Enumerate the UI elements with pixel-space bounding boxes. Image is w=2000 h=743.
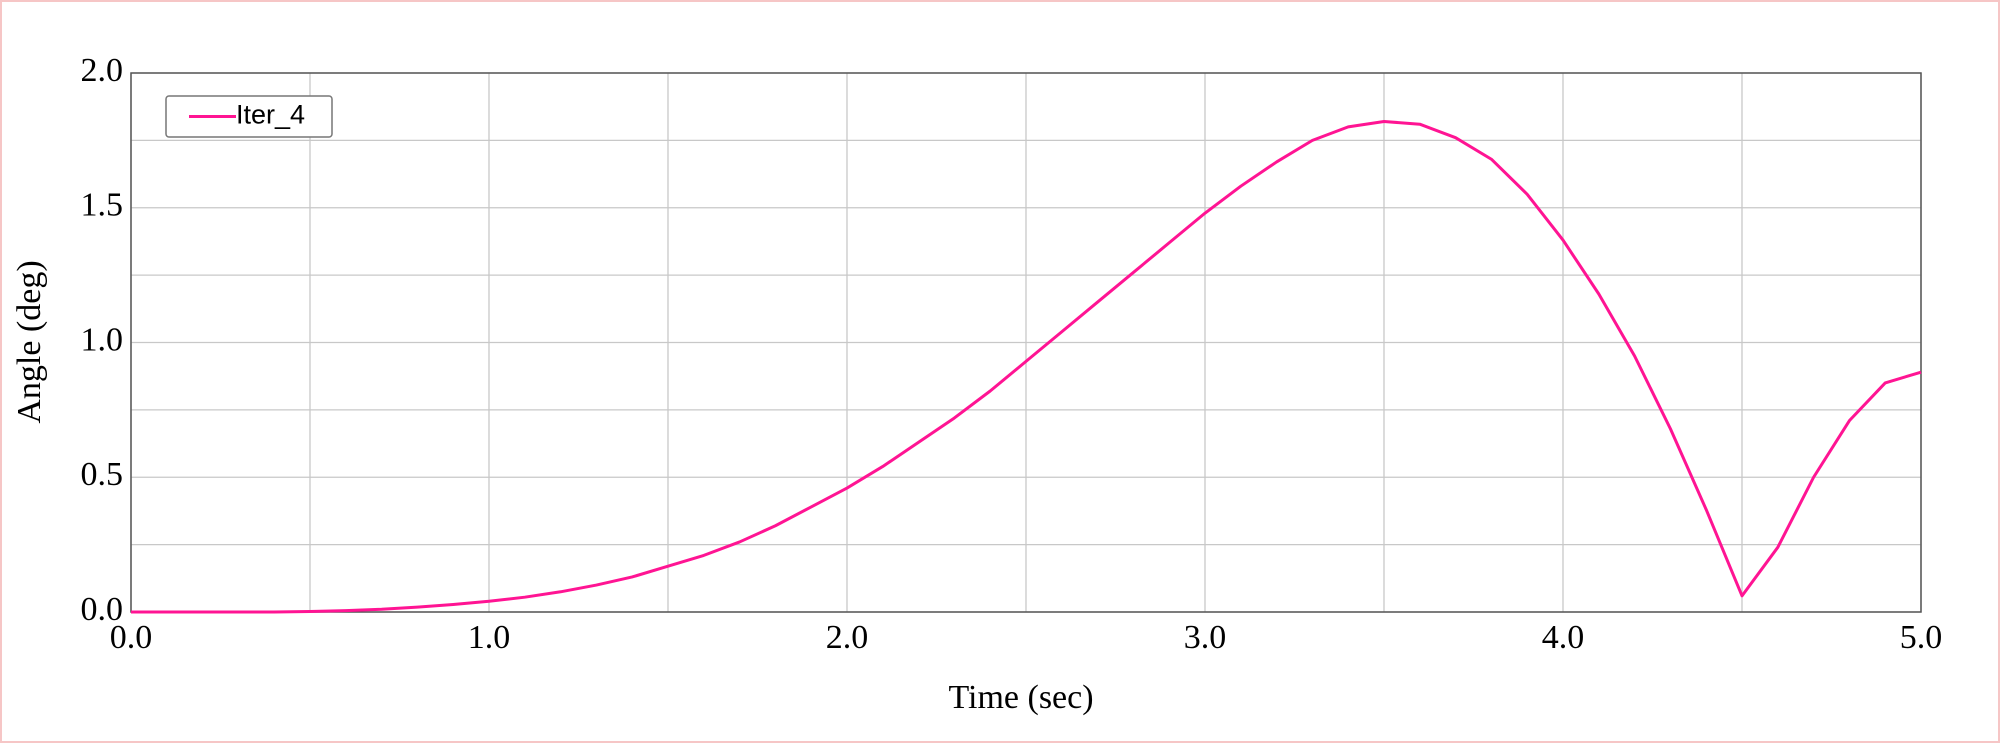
y-tick-label: 1.0 bbox=[81, 321, 124, 358]
x-axis-title: Time (sec) bbox=[948, 679, 1093, 716]
line-series bbox=[131, 120, 1922, 614]
plot-frame bbox=[130, 72, 1922, 613]
x-tick-label: 4.0 bbox=[1542, 619, 1585, 656]
x-tick-label: 0.0 bbox=[110, 619, 153, 656]
legend-label: Iter_4 bbox=[236, 100, 305, 130]
x-tick-label: 2.0 bbox=[826, 619, 869, 656]
legend-box bbox=[165, 95, 333, 138]
y-tick-label: 0.5 bbox=[81, 456, 124, 493]
y-tick-label: 0.0 bbox=[81, 591, 124, 628]
x-tick-label: 1.0 bbox=[468, 619, 511, 656]
y-tick-label: 2.0 bbox=[81, 52, 124, 89]
y-tick-label: 1.5 bbox=[81, 187, 124, 224]
y-axis-title: Angle (deg) bbox=[11, 260, 48, 423]
x-tick-label: 3.0 bbox=[1184, 619, 1227, 656]
x-tick-label: 5.0 bbox=[1900, 619, 1943, 656]
